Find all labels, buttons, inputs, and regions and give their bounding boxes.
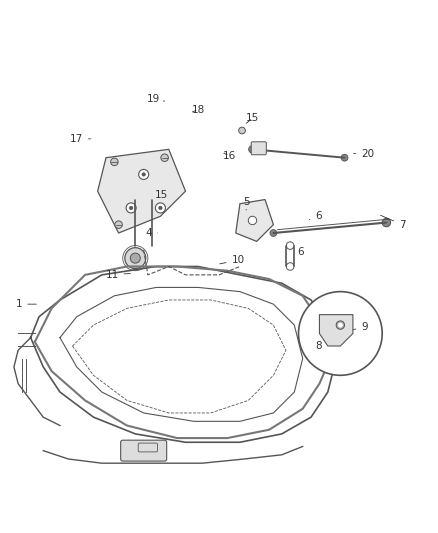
Circle shape bbox=[299, 292, 382, 375]
Polygon shape bbox=[98, 149, 186, 233]
Text: 18: 18 bbox=[192, 104, 205, 115]
Text: 4: 4 bbox=[145, 228, 158, 238]
Text: 20: 20 bbox=[353, 149, 374, 158]
Circle shape bbox=[249, 146, 256, 153]
Circle shape bbox=[161, 154, 168, 161]
Text: 7: 7 bbox=[381, 215, 406, 230]
Polygon shape bbox=[236, 199, 273, 241]
Circle shape bbox=[270, 230, 277, 236]
Text: 1: 1 bbox=[16, 299, 36, 309]
Text: 16: 16 bbox=[223, 151, 237, 160]
Circle shape bbox=[159, 206, 162, 209]
Circle shape bbox=[286, 263, 294, 270]
Circle shape bbox=[139, 169, 148, 180]
Circle shape bbox=[336, 321, 345, 329]
Circle shape bbox=[155, 203, 166, 213]
Circle shape bbox=[126, 203, 136, 213]
Polygon shape bbox=[319, 314, 353, 346]
Circle shape bbox=[248, 216, 257, 224]
Text: 19: 19 bbox=[147, 94, 165, 104]
Text: 15: 15 bbox=[246, 113, 259, 123]
Circle shape bbox=[142, 173, 145, 176]
Text: 5: 5 bbox=[243, 197, 250, 210]
Text: 15: 15 bbox=[155, 190, 168, 200]
FancyBboxPatch shape bbox=[251, 142, 266, 155]
Text: 11: 11 bbox=[105, 270, 131, 280]
Text: 10: 10 bbox=[219, 255, 245, 265]
Circle shape bbox=[286, 242, 294, 249]
Circle shape bbox=[111, 158, 118, 166]
FancyBboxPatch shape bbox=[120, 440, 167, 461]
Text: 6: 6 bbox=[310, 211, 322, 221]
Circle shape bbox=[125, 248, 146, 269]
Text: 6: 6 bbox=[297, 247, 304, 257]
Circle shape bbox=[341, 155, 348, 161]
Text: 17: 17 bbox=[70, 134, 91, 144]
Text: 9: 9 bbox=[351, 322, 368, 332]
Circle shape bbox=[338, 323, 343, 327]
Circle shape bbox=[115, 221, 122, 229]
Circle shape bbox=[382, 219, 391, 227]
Circle shape bbox=[130, 253, 140, 263]
Text: 8: 8 bbox=[315, 341, 327, 351]
Circle shape bbox=[130, 206, 133, 209]
Circle shape bbox=[239, 127, 245, 134]
